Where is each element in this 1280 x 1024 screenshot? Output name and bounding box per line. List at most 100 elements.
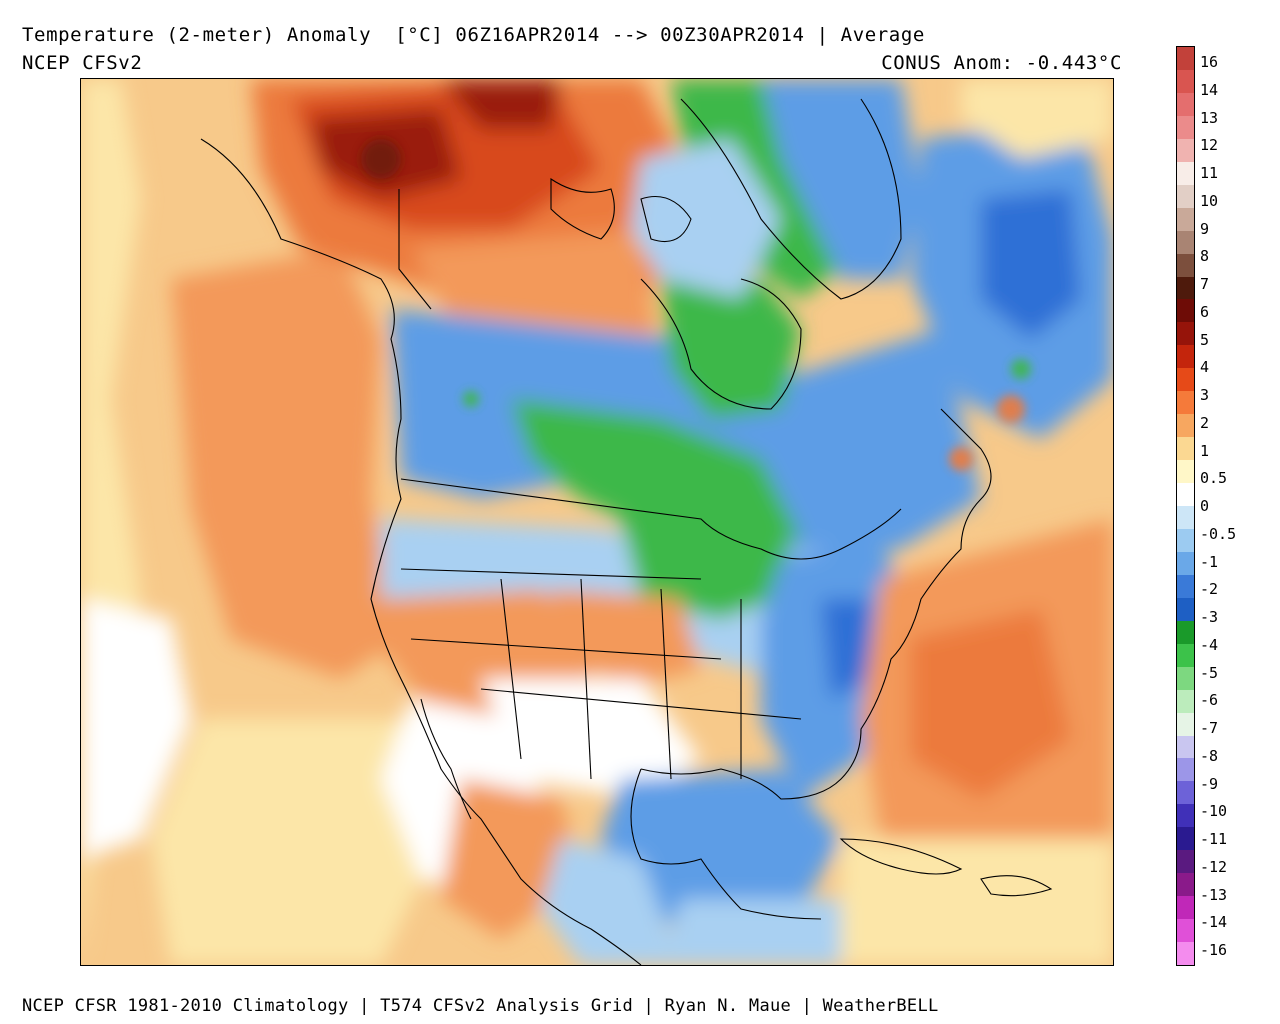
coastlines-and-borders — [200, 98, 1053, 965]
colorbar-tick-label: 0 — [1200, 497, 1210, 515]
colorbar-segment — [1177, 322, 1194, 346]
model-name: NCEP CFSv2 — [22, 52, 143, 74]
arctic-island-2 — [640, 195, 692, 243]
colorbar-tick-label: -4 — [1200, 635, 1219, 654]
colorbar-tick-label: 0.5 — [1200, 469, 1228, 488]
colorbar-segment — [1177, 483, 1194, 507]
north-atlantic-deep-cold — [981, 189, 1081, 339]
colorbar-tick-label: -2 — [1200, 580, 1219, 599]
colorbar-tick-label: 12 — [1200, 136, 1219, 155]
colorbar-segment — [1177, 276, 1194, 300]
colorbar-segment — [1177, 92, 1194, 117]
colorbar-segment — [1177, 368, 1194, 392]
colorbar-tick-label: -6 — [1200, 691, 1219, 710]
colorbar-segment — [1177, 69, 1194, 94]
colorbar-tick-label: 1 — [1200, 441, 1210, 460]
footer-credits: NCEP CFSR 1981-2010 Climatology | T574 C… — [22, 996, 939, 1016]
colorbar-segment — [1177, 207, 1194, 232]
colorbar-tick-label: -10 — [1200, 802, 1228, 821]
colorbar-segment — [1177, 643, 1194, 668]
colorbar-tick-label: 6 — [1200, 302, 1210, 321]
colorbar-segment — [1177, 414, 1194, 438]
colorbar-segment — [1177, 391, 1194, 415]
colorbar-segment — [1177, 345, 1194, 369]
colorbar-segment — [1177, 460, 1194, 484]
hudson-bay-coast — [640, 278, 802, 410]
colorbar-segment — [1177, 735, 1194, 759]
gulf-coastline — [640, 408, 992, 800]
us-state-line-6 — [660, 588, 672, 780]
gulf-light-blue — [541, 839, 681, 965]
chart-title: Temperature (2-meter) Anomaly [°C] 06Z16… — [22, 24, 925, 46]
colorbar-tick-label: -11 — [1200, 830, 1228, 848]
colorbar-segment — [1177, 184, 1194, 209]
colorbar-segment — [1177, 781, 1194, 805]
colorbar-segment — [1177, 873, 1194, 897]
alaska-border — [398, 189, 432, 310]
colorbar-segment — [1177, 47, 1194, 71]
hispaniola-coast — [980, 875, 1053, 897]
colorbar-tick-label: 16 — [1200, 53, 1219, 71]
hudson-bay-green — [661, 279, 801, 419]
mid-atlantic-deep-cold — [821, 599, 871, 699]
tropical-pacific-pale — [151, 719, 441, 965]
colorbar-segment — [1177, 574, 1194, 599]
bc-cold-spot — [463, 391, 479, 407]
us-state-line-4 — [500, 578, 522, 760]
colorbar-tick-label: 3 — [1200, 386, 1210, 404]
colorbar-tick-label: 7 — [1200, 275, 1210, 293]
colorbar-tick-label: -1 — [1200, 552, 1219, 571]
colorbar-segment — [1177, 666, 1194, 691]
caribbean-pale — [841, 839, 1113, 965]
yukon-warm-spot — [361, 139, 401, 179]
colorbar-segment — [1177, 827, 1194, 851]
great-lakes-green — [621, 519, 801, 619]
colorbar-tick-label: -13 — [1200, 885, 1228, 904]
colorbar-tick-label: 11 — [1200, 164, 1219, 182]
us-state-line-1 — [400, 568, 702, 580]
colorbar-segment — [1177, 850, 1194, 874]
colorbar-segment — [1177, 551, 1194, 576]
colorbar-tick-label: 9 — [1200, 219, 1210, 238]
colorbar-tick-label: -3 — [1200, 608, 1219, 626]
colorbar-segment — [1177, 597, 1194, 622]
atlantic-warm-spot-2 — [949, 447, 973, 471]
colorbar-segment — [1177, 620, 1194, 645]
arctic-red-core — [441, 79, 561, 129]
colorbar-segment — [1177, 115, 1194, 140]
atlantic-warm-core — [911, 609, 1071, 799]
cuba-coast — [839, 838, 963, 875]
prairie-green-core — [511, 399, 801, 559]
colorbar-segment — [1177, 712, 1194, 736]
colorbar-segment — [1177, 896, 1194, 920]
colorbar-segment — [1177, 253, 1194, 277]
pacific-warm-blob — [171, 249, 401, 679]
us-state-line-5 — [580, 578, 592, 780]
pacific-coastline — [200, 138, 642, 965]
colorbar-tick-label: 13 — [1200, 108, 1219, 127]
colorbar-tick-label: -5 — [1200, 663, 1219, 682]
anomaly-map — [80, 78, 1114, 966]
central-america-cool — [661, 899, 881, 965]
colorbar-segment — [1177, 942, 1194, 966]
us-state-line-3 — [480, 688, 802, 720]
yucatan-coastline — [630, 768, 822, 920]
colorbar-segment — [1177, 506, 1194, 530]
greenland-blue — [761, 79, 921, 279]
colorbar — [1176, 46, 1195, 966]
labrador-sea-cold-spot — [1011, 359, 1031, 379]
colorbar-tick-label: -14 — [1200, 913, 1228, 932]
colorbar-segment — [1177, 919, 1194, 943]
pacific-neutral-patch — [81, 599, 191, 859]
southern-plains-neutral — [481, 679, 701, 799]
atlantic-warm-spot-1 — [997, 395, 1025, 423]
colorbar-tick-label: -12 — [1200, 857, 1228, 876]
gulf-of-mexico-cold — [601, 769, 841, 939]
colorbar-tick-label: 8 — [1200, 247, 1210, 266]
colorbar-segment — [1177, 804, 1194, 828]
ne-atlantic-pale — [961, 79, 1113, 159]
conus-anomaly-readout: CONUS Anom: -0.443°C — [881, 52, 1122, 74]
colorbar-tick-label: -0.5 — [1200, 524, 1237, 543]
colorbar-tick-label: 4 — [1200, 358, 1210, 377]
colorbar-segment — [1177, 138, 1194, 163]
